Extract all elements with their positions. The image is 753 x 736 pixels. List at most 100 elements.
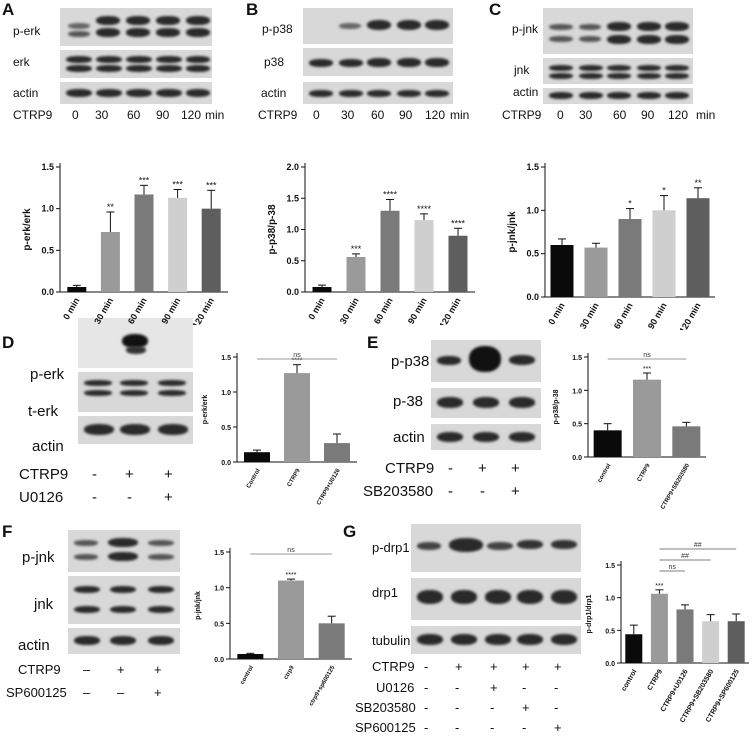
unit-label: min <box>450 108 470 122</box>
y-axis-label: p-erk/erk <box>202 395 209 425</box>
lane-label: 90 <box>641 108 655 122</box>
bar <box>168 197 188 292</box>
category-label: 120 min <box>191 296 216 325</box>
blot-label: drp1 <box>372 585 399 600</box>
lane-label: 0 <box>557 108 564 122</box>
y-tick-label: 1.0 <box>41 204 54 214</box>
lane-label: 30 <box>579 108 593 122</box>
sign: - <box>554 680 559 695</box>
blot-d <box>78 318 193 462</box>
chart-b: 0.0 0.5 1.0 1.5 2.0 p-p38/p-38 0 min *** 30 min *… <box>267 162 475 325</box>
category-label: Control <box>246 468 262 490</box>
chart-d: 0.0 0.5 1.0 1.5 p-erk/erk Control **** CTRP9 CTR… <box>202 352 357 506</box>
blot-label: actin <box>513 85 539 99</box>
significance-label: **** <box>292 358 303 365</box>
sign: + <box>125 466 134 483</box>
sign: - <box>455 720 460 735</box>
blot-a <box>60 8 212 104</box>
blot-g-row-1 <box>411 524 581 572</box>
category-label: ctrp9 <box>283 664 296 680</box>
blot-e-row-2 <box>431 388 541 418</box>
bar <box>686 198 710 297</box>
y-tick-label: 0.5 <box>526 249 539 259</box>
blot-b-row-2 <box>303 48 453 76</box>
sign: + <box>522 659 530 674</box>
significance-label: * <box>662 186 666 196</box>
sign: - <box>490 720 495 735</box>
y-tick-label: 1.5 <box>214 550 224 557</box>
sign: + <box>490 659 498 674</box>
significance-label: *** <box>206 180 217 190</box>
y-tick-label: 1.0 <box>286 225 299 235</box>
y-tick-label: 0.0 <box>221 460 231 467</box>
blot-f-row-3 <box>68 628 180 654</box>
blot-c-row-3 <box>543 88 693 104</box>
significance-label: *** <box>351 244 362 254</box>
blot-label: p-p38 <box>262 22 293 36</box>
blot-label: actin <box>393 429 425 446</box>
blot-label: jnk <box>34 596 54 613</box>
category-label: control <box>597 463 613 484</box>
y-tick-label: 2.0 <box>286 162 299 172</box>
sign: - <box>92 489 97 506</box>
y-tick-label: 0.0 <box>526 292 539 302</box>
chart-c: 0.0 0.5 1.0 1.5 p-jnk/jnk 0 min 30 min * 60 min *… <box>507 162 715 330</box>
bar <box>676 609 694 663</box>
lane-label: 30 <box>341 108 355 122</box>
y-tick-label: 0.5 <box>221 425 231 432</box>
bracket-label: ## <box>681 553 689 560</box>
sign: + <box>478 460 487 477</box>
sign: - <box>424 659 429 674</box>
blot-a-row-3 <box>60 82 212 104</box>
significance-label: *** <box>172 180 183 190</box>
bar <box>100 232 120 292</box>
blot-label: actin <box>13 86 39 100</box>
blot-label: p-jnk <box>22 549 55 566</box>
bracket-label: ## <box>694 542 702 549</box>
sign: + <box>554 659 562 674</box>
category-label: CTRP9 <box>287 467 302 488</box>
y-tick-label: 1.5 <box>605 563 615 570</box>
blot-c <box>543 8 693 104</box>
bar <box>584 247 608 297</box>
sign: - <box>522 680 527 695</box>
condition-label: SB203580 <box>355 700 416 715</box>
bar <box>633 379 661 457</box>
y-tick-label: 1.5 <box>286 193 299 203</box>
significance-label: **** <box>383 190 398 200</box>
y-tick-label: 1.0 <box>605 596 615 603</box>
treatment-label: CTRP9 <box>258 108 298 122</box>
y-axis-label: p-drp1/drp1 <box>586 594 593 633</box>
panel-letter-c: C <box>489 0 502 19</box>
blot-g <box>411 524 581 660</box>
sign: + <box>511 483 520 500</box>
bar <box>618 219 642 297</box>
bar <box>237 654 264 659</box>
sign: - <box>455 700 460 715</box>
chart-g: 0.0 0.5 1.0 1.5 p-drp1/drp1 control *** CTRP9CT… <box>586 542 749 724</box>
sign: - <box>554 700 559 715</box>
bracket-label: ns <box>643 352 651 359</box>
category-label: CTRP9+SB203580 <box>660 462 691 510</box>
bar <box>448 235 468 292</box>
bar <box>380 210 400 292</box>
lane-label: 60 <box>127 108 141 122</box>
condition-label: SP600125 <box>355 720 416 735</box>
category-label: 30 min <box>338 296 361 325</box>
lane-label: 60 <box>371 108 385 122</box>
blot-label: actin <box>261 86 287 100</box>
y-tick-label: 1.0 <box>214 586 224 593</box>
bar <box>284 373 310 462</box>
significance-label: * <box>628 199 632 209</box>
sign: - <box>448 460 453 477</box>
bar <box>312 287 332 292</box>
chart-a: 0.0 0.5 1.0 1.5 p-erk/erk 0 min ** 30 min *** 60 … <box>22 162 228 325</box>
category-label: 30 min <box>578 301 601 330</box>
blot-label: actin <box>32 438 64 455</box>
sign: + <box>522 700 530 715</box>
sign: - <box>448 483 453 500</box>
bar <box>652 210 676 297</box>
bar <box>278 580 304 659</box>
condition-label: U0126 <box>376 680 415 695</box>
condition-label: CTRP9 <box>19 466 69 483</box>
